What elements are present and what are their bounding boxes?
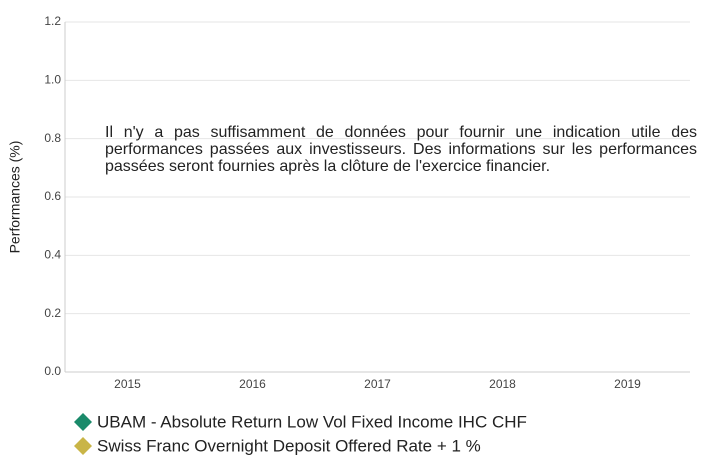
legend-swatch — [74, 437, 92, 455]
y-axis-label: Performances (%) — [7, 141, 23, 254]
x-tick-label: 2015 — [114, 377, 141, 391]
legend-swatch — [74, 413, 92, 431]
legend-label: UBAM - Absolute Return Low Vol Fixed Inc… — [97, 412, 527, 431]
y-tick-label: 0.6 — [44, 189, 61, 203]
x-tick-label: 2017 — [364, 377, 391, 391]
legend-label: Swiss Franc Overnight Deposit Offered Ra… — [97, 436, 481, 455]
y-tick-label: 1.0 — [44, 73, 61, 87]
y-tick-label: 0.0 — [44, 364, 61, 378]
y-tick-label: 0.2 — [44, 306, 61, 320]
x-tick-label: 2016 — [239, 377, 266, 391]
y-tick-label: 1.2 — [44, 14, 61, 28]
y-tick-label: 0.8 — [44, 131, 61, 145]
annotation: Il n'y a pas suffisamment de données pou… — [105, 124, 697, 175]
x-tick-label: 2019 — [614, 377, 641, 391]
x-tick-label: 2018 — [489, 377, 516, 391]
y-tick-label: 0.4 — [44, 248, 61, 262]
